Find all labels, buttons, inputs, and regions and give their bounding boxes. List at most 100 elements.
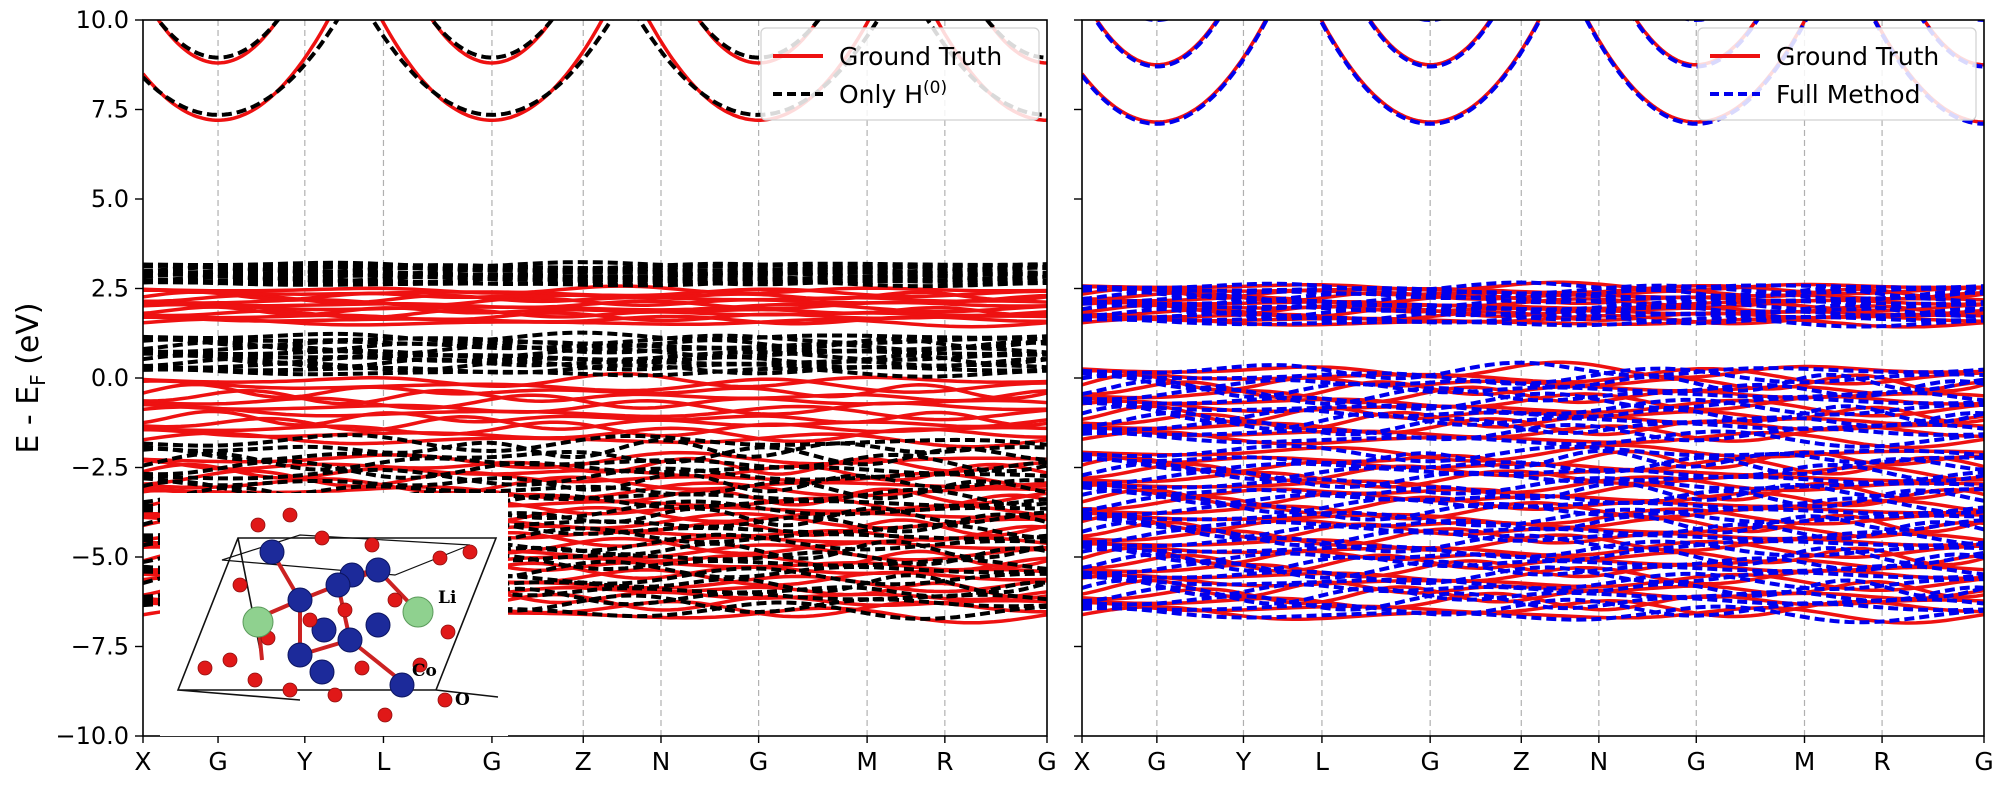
x-tick-label: L [1315,747,1329,776]
y-tick-label: 5.0 [91,185,129,213]
x-tick-label: G [208,747,227,776]
band-line [1082,585,1984,606]
band-line [143,317,1047,329]
band-line [1082,507,1984,528]
band-line [143,308,1047,320]
x-tick-label: G [1147,747,1166,776]
x-tick-label: G [1420,747,1439,776]
predicted-band-series [1082,20,1984,625]
band-line [1082,296,1984,309]
o-atom [387,592,403,608]
x-tick-label: G [1037,747,1056,776]
band-line [1143,20,1984,23]
x-tick-label: R [936,747,953,776]
band-line [1082,443,1984,464]
x-tick-label: X [134,747,151,776]
left-band-panel: −10.0 −7.5 −5.0 −2.5 0.0 2.5 5.0 7.5 10.0 X G Y L G Z N… [55,0,1056,776]
x-tick-label: N [652,747,671,776]
band-line [143,0,1047,16]
x-tick-label: M [1794,747,1816,776]
bands [1082,0,1984,625]
band-line [1082,565,1984,586]
band-line [1082,461,1984,483]
band-line [143,270,1047,280]
band-line [143,333,1047,346]
unit-cell-outline [176,537,499,701]
o-atom [364,537,380,553]
right-band-panel: X G Y L G Z N G M R G Ground Truth Full Method [1073,0,1994,776]
band-line [143,366,1047,379]
co-atom [365,612,391,638]
legend-label: Full Method [1776,80,1920,109]
band-line [1082,605,1984,625]
o-atom [314,530,330,546]
band-line [1082,0,1984,18]
atom-label: Li [438,588,457,608]
o-atom [432,550,448,566]
o-atom [462,544,478,560]
o-atom [250,517,266,533]
x-tick-label: Y [296,747,313,776]
o-atom [337,602,353,618]
x-tick-label: M [856,747,878,776]
x-tick-label: R [1873,747,1890,776]
x-tick-label: G [749,747,768,776]
legend-label: Ground Truth [1776,42,1939,71]
y-axis-label: E - EF (eV) [11,302,50,453]
y-tick-label: 0.0 [91,364,129,392]
band-line [143,0,1047,11]
legend-box [760,27,1040,121]
o-atom [282,682,298,698]
band-line [1082,410,1984,431]
band-line [1082,410,1984,431]
band-line [1082,360,1984,381]
band-line [143,261,1047,271]
x-tick-label: G [1974,747,1993,776]
li-atom [242,606,274,638]
o-atom [440,624,456,640]
band-line [1082,604,1984,625]
y-tick-label: 2.5 [91,275,129,303]
o-atom [197,660,213,676]
x-tick-label: G [482,747,501,776]
o-atom [377,707,393,723]
o-atom [354,660,370,676]
x-tick-label: G [1687,747,1706,776]
legend-label: Only H(0) [839,78,947,109]
band-line [1082,300,1984,312]
band-line [143,466,1047,487]
band-line [1082,379,1984,399]
y-tick-label: −10.0 [55,722,129,750]
band-line [143,330,1047,343]
band-line [143,260,1047,269]
band-line [143,20,1047,122]
o-atom [412,657,428,673]
band-line [1082,585,1984,605]
band-line [1082,366,1984,386]
band-line [1082,527,1984,548]
o-atom [282,507,298,523]
band-line [1082,571,1984,591]
o-atom [222,652,238,668]
legend-box [1697,27,1977,121]
band-line [1082,533,1984,554]
crystal-structure-inset: Li Co O [160,493,508,736]
band-line [1082,552,1984,573]
band-line [143,346,1047,359]
band-line [1082,488,1984,509]
y-tick-label: −7.5 [71,633,129,661]
x-tick-label: Z [1513,747,1530,776]
band-line [143,377,1047,394]
band-line [143,438,1047,460]
o-atom [247,672,263,688]
band-line [143,302,1047,314]
li-atom [402,596,434,628]
legend: Ground Truth Full Method [1697,27,1977,121]
atom-label: Co [412,661,437,681]
y-tick-label: −5.0 [71,543,129,571]
co-atom [311,617,337,643]
band-line [1082,391,1984,411]
x-tick-label: Y [1235,747,1252,776]
atom-label: O [455,690,470,710]
